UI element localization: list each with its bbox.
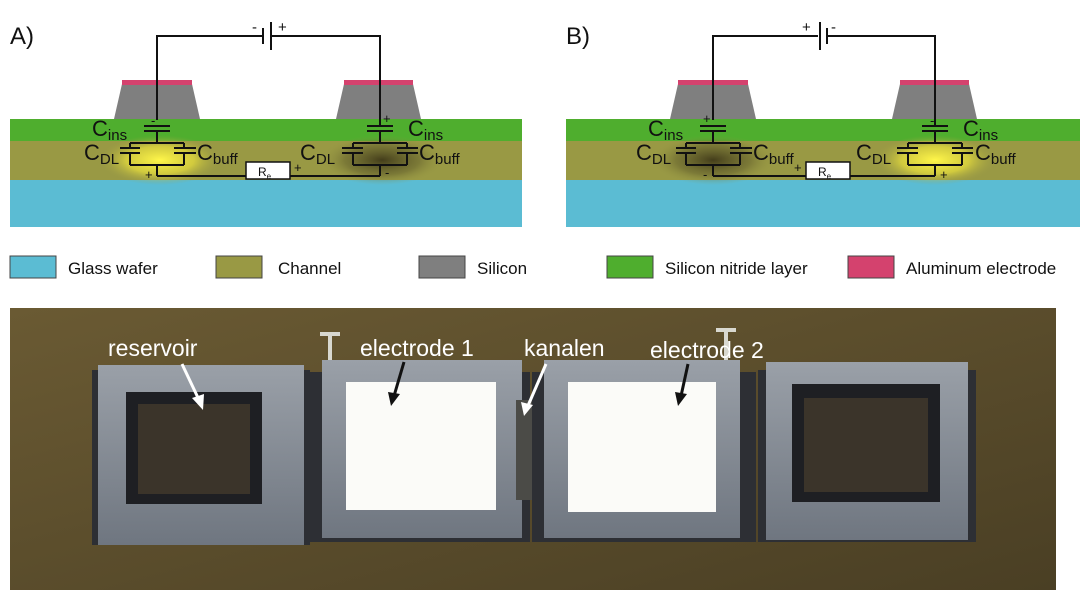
c-buff-left-a: Cbuff: [197, 140, 238, 168]
c-dl-left-a: CDL: [84, 140, 119, 168]
panel-b: B) + -: [566, 19, 1080, 227]
battery-b-plus: +: [802, 19, 811, 36]
battery-circuit-b: [712, 22, 936, 126]
c-buff-right-b: Cbuff: [975, 140, 1016, 168]
chip-well: [138, 404, 250, 494]
legend-label-aluminum: Aluminum electrode: [906, 259, 1056, 278]
sign-a-5: +: [294, 160, 302, 175]
sign-a-3: +: [383, 111, 391, 126]
legend-label-channel: Channel: [278, 259, 341, 278]
battery-a-plus: +: [278, 19, 287, 36]
sign-a-2: +: [145, 167, 153, 182]
arrow-kanalen: [521, 363, 548, 416]
sign-b-2: -: [703, 167, 707, 182]
sign-a-1: -: [151, 113, 155, 128]
electrode-2-surface: [568, 382, 716, 512]
arrow-electrode-1: [388, 361, 406, 406]
resistor-a: [245, 161, 291, 180]
pins: [320, 328, 736, 360]
legend-swatch-silicon: [418, 255, 466, 279]
nitride-layer: [10, 119, 522, 141]
panel-a-label: A): [10, 23, 34, 50]
cap-network-right: [342, 125, 418, 176]
resistor-b-label: Re: [818, 165, 832, 181]
legend-swatch-glass: [9, 255, 57, 279]
c-ins-right-a: Cins: [408, 116, 443, 144]
nitride-layer-b: [566, 119, 1080, 141]
battery-a-minus: -: [252, 19, 257, 36]
legend-label-glass: Glass wafer: [68, 259, 158, 278]
cap-network-left: [120, 125, 380, 177]
chip-reservoir-left: [92, 365, 310, 545]
battery-b-minus: -: [831, 19, 836, 36]
arrow-electrode-2: [675, 363, 690, 406]
resistor-a-label: Re: [258, 165, 272, 181]
c-buff-left-b: Cbuff: [753, 140, 794, 168]
c-ins-right-b: Cins: [963, 116, 998, 144]
sign-b-1: +: [703, 111, 711, 126]
resistor-b: [805, 161, 851, 180]
label-kanalen: kanalen: [524, 335, 605, 361]
channel-strip: [516, 400, 534, 500]
legend: Glass wafer Channel Silicon Silicon nitr…: [9, 255, 1056, 279]
legend-swatch-nitride: [606, 255, 654, 279]
label-electrode-2: electrode 2: [650, 337, 764, 363]
legend-swatch-channel: [215, 255, 263, 279]
glass-wafer-layer: [10, 180, 522, 227]
battery-circuit: [156, 22, 381, 126]
chip-photo: reservoir electrode 1 kanalen electrode …: [10, 308, 1056, 590]
c-dl-left-b: CDL: [636, 140, 671, 168]
arrow-reservoir: [180, 363, 204, 410]
c-dl-right-a: CDL: [300, 140, 335, 168]
legend-label-silicon: Silicon: [477, 259, 527, 278]
sign-b-4: +: [940, 167, 948, 182]
c-ins-left-b: Cins: [648, 116, 683, 144]
electrode-1-surface: [346, 382, 496, 510]
chip-reservoir-right: [758, 362, 976, 542]
silicon-block-right: [336, 84, 421, 119]
c-dl-right-b: CDL: [856, 140, 891, 168]
sign-a-4: -: [385, 165, 389, 180]
panel-a: A) - +: [10, 19, 522, 227]
chip-electrode-2: [532, 360, 756, 542]
c-ins-left-a: Cins: [92, 116, 127, 144]
cap-network-left-b: [676, 125, 935, 177]
aluminum-electrode-right: [344, 80, 413, 85]
label-reservoir: reservoir: [108, 335, 198, 361]
sign-b-5: +: [794, 160, 802, 175]
glass-wafer-layer-b: [566, 180, 1080, 227]
chip-electrode-1: [310, 360, 530, 542]
c-buff-right-a: Cbuff: [419, 140, 460, 168]
sign-b-3: -: [930, 113, 934, 128]
label-electrode-1: electrode 1: [360, 335, 474, 361]
legend-label-nitride: Silicon nitride layer: [665, 259, 808, 278]
cap-network-right-b: [897, 125, 973, 176]
panel-b-label: B): [566, 23, 590, 50]
legend-swatch-aluminum: [847, 255, 895, 279]
